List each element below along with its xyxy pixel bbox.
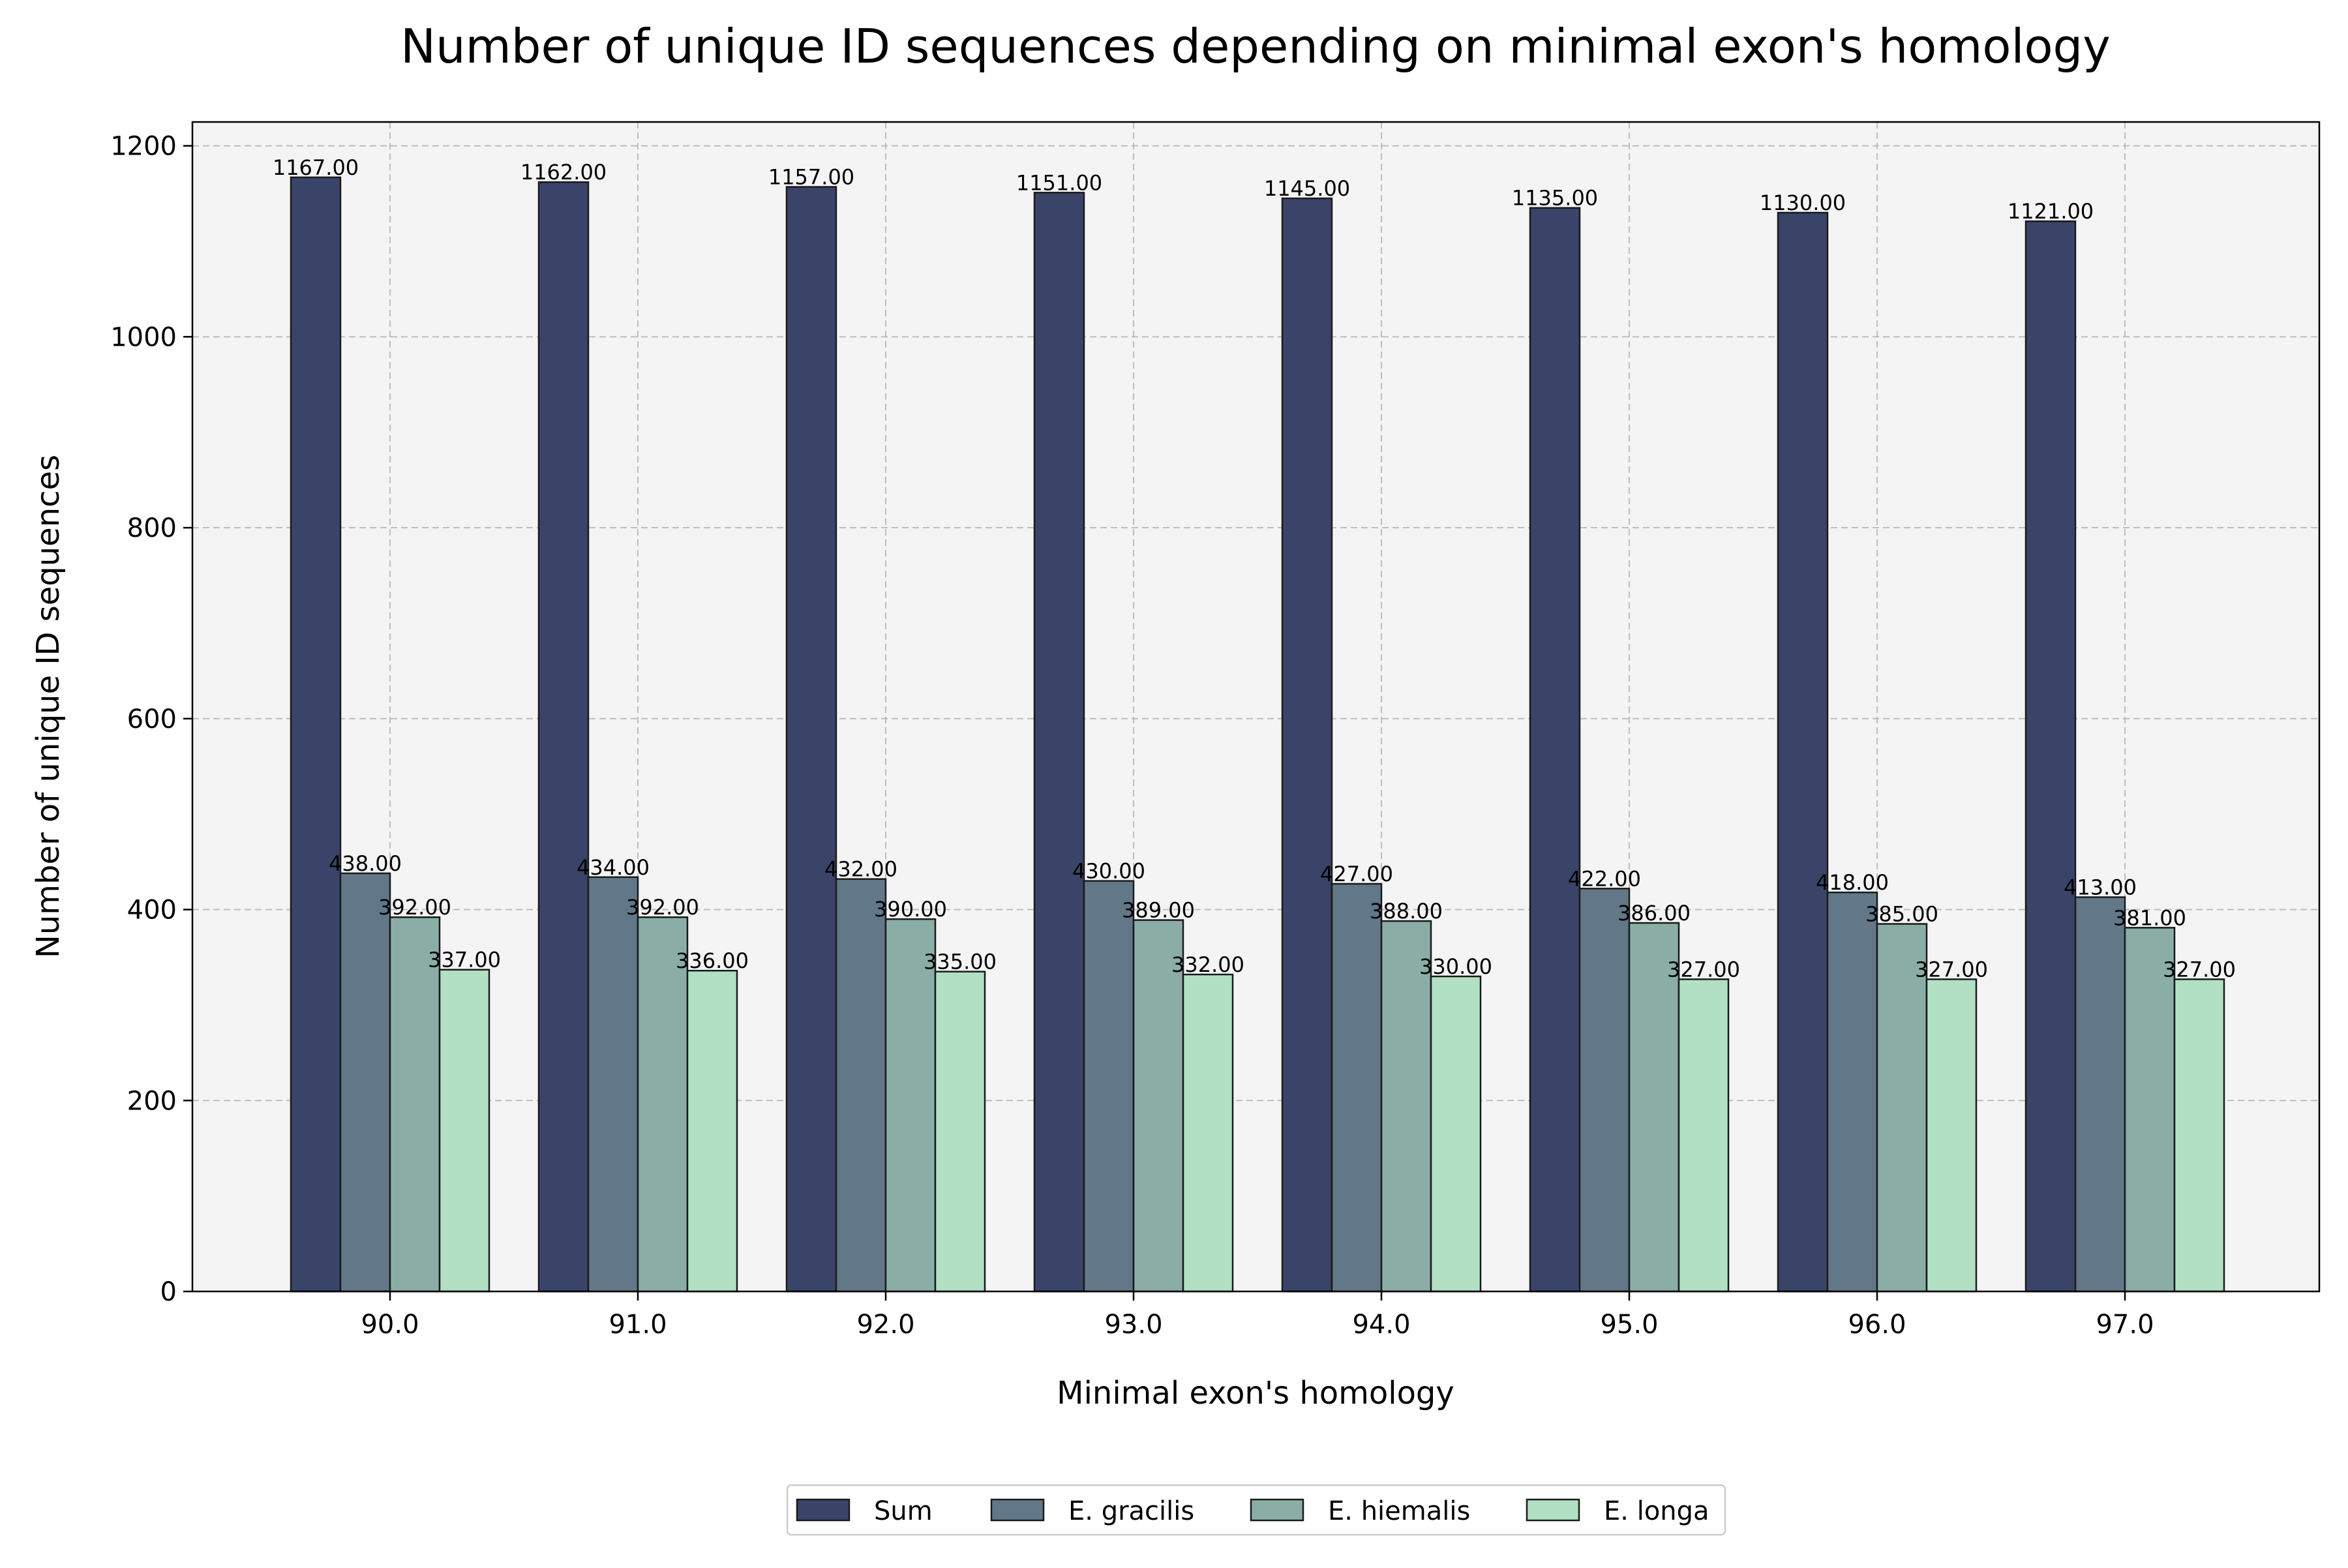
- x-tick-label-3: 93.0: [1104, 1310, 1162, 1340]
- x-axis-label: Minimal exon's homology: [1057, 1375, 1454, 1411]
- data-label-1-7: 413.00: [2064, 875, 2137, 900]
- legend-swatch-0: [796, 1498, 850, 1522]
- bar-1-6: [1826, 891, 1878, 1293]
- data-label-3-3: 332.00: [1171, 952, 1244, 977]
- y-tick-label-4: 800: [127, 513, 177, 543]
- bar-1-1: [587, 876, 639, 1293]
- legend-label-0: Sum: [874, 1496, 933, 1526]
- bar-1-4: [1331, 882, 1383, 1293]
- data-label-1-6: 418.00: [1816, 870, 1889, 895]
- legend-label-1: E. gracilis: [1068, 1496, 1194, 1526]
- data-label-2-5: 386.00: [1618, 901, 1691, 926]
- data-label-1-4: 427.00: [1320, 862, 1393, 886]
- y-tick-label-3: 600: [127, 704, 177, 734]
- bar-3-4: [1430, 975, 1482, 1293]
- bar-2-6: [1876, 923, 1928, 1293]
- data-label-3-4: 330.00: [1419, 954, 1492, 979]
- bars: [290, 176, 2225, 1293]
- bar-0-4: [1281, 197, 1333, 1293]
- legend-label-3: E. longa: [1604, 1496, 1709, 1526]
- data-label-0-6: 1130.00: [1760, 190, 1846, 215]
- data-label-2-3: 389.00: [1122, 898, 1195, 923]
- bar-0-7: [2024, 220, 2077, 1293]
- bar-2-1: [637, 916, 689, 1293]
- y-tick-label-1: 200: [127, 1086, 177, 1116]
- data-label-0-1: 1162.00: [520, 160, 607, 185]
- plot-area: [192, 122, 2319, 1291]
- data-label-2-4: 388.00: [1370, 899, 1443, 924]
- y-tick-label-6: 1200: [110, 132, 177, 162]
- legend-label-2: E. hiemalis: [1328, 1496, 1470, 1526]
- data-label-0-2: 1157.00: [768, 165, 854, 190]
- bar-3-7: [2173, 978, 2225, 1293]
- data-label-3-2: 335.00: [924, 950, 997, 974]
- x-tick-label-5: 95.0: [1600, 1310, 1658, 1340]
- chart-title: Number of unique ID sequences depending …: [400, 19, 2111, 74]
- data-label-1-2: 432.00: [824, 857, 897, 882]
- data-label-2-1: 392.00: [626, 895, 699, 920]
- data-label-3-0: 337.00: [428, 948, 501, 972]
- x-tick-label-6: 96.0: [1848, 1310, 1906, 1340]
- axis-ticks: 0 200 400 600 800 1000 1200 90.0 91.0 92.0 93.0 94.…: [110, 132, 2154, 1340]
- x-tick-label-4: 94.0: [1352, 1310, 1410, 1340]
- x-tick-label-1: 91.0: [609, 1310, 667, 1340]
- y-tick-label-0: 0: [160, 1277, 177, 1307]
- data-label-3-7: 327.00: [2163, 957, 2236, 982]
- bar-1-3: [1083, 880, 1135, 1293]
- bar-2-7: [2124, 927, 2176, 1293]
- data-labels: 1167.00 1162.00 1157.00 1151.00 1145.00 1135.…: [273, 155, 2236, 982]
- bar-3-6: [1925, 978, 1978, 1293]
- bar-0-0: [290, 176, 342, 1293]
- bar-1-2: [835, 878, 887, 1293]
- data-label-1-0: 438.00: [329, 851, 402, 876]
- bar-0-2: [785, 186, 837, 1293]
- bar-3-3: [1182, 973, 1234, 1293]
- data-label-3-6: 327.00: [1915, 957, 1988, 982]
- data-label-0-4: 1145.00: [1264, 176, 1350, 201]
- plot-frame: [191, 121, 2321, 1293]
- data-label-1-3: 430.00: [1072, 859, 1145, 884]
- data-label-3-1: 336.00: [676, 948, 749, 973]
- data-label-1-5: 422.00: [1568, 866, 1641, 891]
- bar-0-3: [1033, 192, 1085, 1293]
- bar-1-5: [1578, 888, 1631, 1293]
- bar-3-0: [438, 969, 490, 1293]
- y-tick-label-5: 1000: [110, 322, 177, 352]
- data-label-2-0: 392.00: [378, 895, 451, 920]
- bar-0-1: [537, 181, 590, 1293]
- legend-swatch-3: [1526, 1498, 1580, 1522]
- x-tick-label-7: 97.0: [2096, 1310, 2154, 1340]
- bar-2-0: [389, 916, 441, 1293]
- bar-1-7: [2074, 896, 2126, 1293]
- legend-swatch-2: [1250, 1498, 1304, 1522]
- bar-0-6: [1777, 211, 1829, 1293]
- bar-0-5: [1529, 207, 1581, 1293]
- data-label-0-3: 1151.00: [1016, 170, 1102, 195]
- bar-1-0: [339, 872, 391, 1293]
- legend-swatch-1: [990, 1498, 1045, 1522]
- bar-3-2: [934, 971, 986, 1293]
- data-label-0-5: 1135.00: [1512, 186, 1598, 211]
- data-label-3-5: 327.00: [1667, 957, 1740, 982]
- x-tick-label-2: 92.0: [856, 1310, 914, 1340]
- data-label-2-2: 390.00: [874, 897, 947, 922]
- data-label-0-7: 1121.00: [2008, 199, 2094, 224]
- data-label-0-0: 1167.00: [273, 155, 359, 180]
- data-label-2-6: 385.00: [1865, 901, 1938, 926]
- x-tick-label-0: 90.0: [361, 1310, 419, 1340]
- data-label-2-7: 381.00: [2113, 905, 2186, 930]
- bar-2-2: [884, 918, 937, 1293]
- legend: Sum E. gracilis E. hiemalis E. longa: [786, 1484, 1726, 1536]
- y-axis-label: Number of unique ID sequences: [30, 455, 67, 958]
- data-label-1-1: 434.00: [577, 855, 650, 880]
- bar-2-4: [1380, 920, 1432, 1293]
- bar-3-5: [1678, 978, 1730, 1293]
- bar-3-1: [686, 969, 738, 1293]
- y-tick-label-2: 400: [127, 896, 177, 926]
